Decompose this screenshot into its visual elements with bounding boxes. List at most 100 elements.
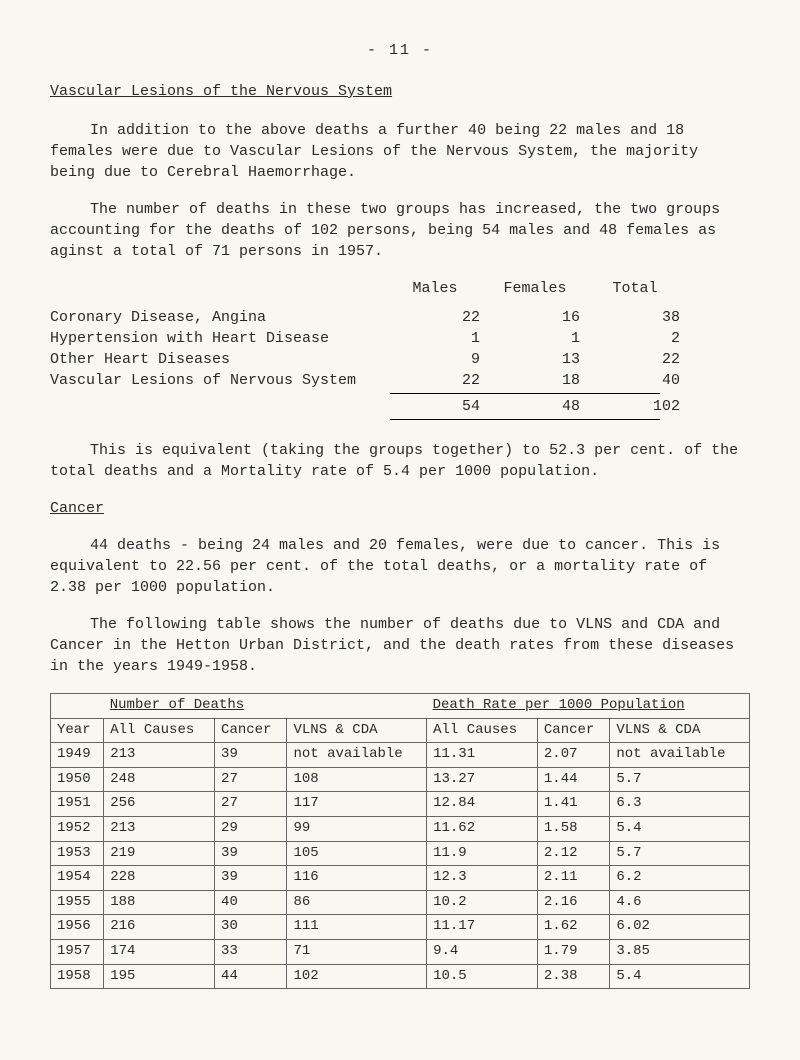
table-cell: 105: [287, 841, 427, 866]
table-cell: 1957: [51, 939, 104, 964]
table-cell: 213: [104, 743, 215, 768]
table-cell: 29: [215, 816, 287, 841]
cancer-heading: Cancer: [50, 498, 750, 519]
table-cell: 117: [287, 792, 427, 817]
col-year: Year: [51, 718, 104, 743]
table-cell: 2.16: [537, 890, 609, 915]
stats-value: 18: [490, 370, 590, 391]
table-cell: 174: [104, 939, 215, 964]
paragraph-4: 44 deaths - being 24 males and 20 female…: [50, 535, 750, 598]
table-cell: 1.79: [537, 939, 609, 964]
stats-row: Hypertension with Heart Disease 1 1 2: [50, 328, 750, 349]
stats-total: 54: [390, 396, 490, 417]
table-cell: 39: [215, 841, 287, 866]
stats-row: Vascular Lesions of Nervous System 22 18…: [50, 370, 750, 391]
table-row: 195717433719.41.793.85: [51, 939, 750, 964]
paragraph-3: This is equivalent (taking the groups to…: [50, 440, 750, 482]
paragraph-2: The number of deaths in these two groups…: [50, 199, 750, 262]
table-cell: 1.58: [537, 816, 609, 841]
table-cell: 2.07: [537, 743, 609, 768]
col-vlns-r: VLNS & CDA: [610, 718, 750, 743]
stats-total: 48: [490, 396, 590, 417]
table-cell: 5.4: [610, 964, 750, 989]
table-cell: 1958: [51, 964, 104, 989]
table-cell: 10.5: [427, 964, 538, 989]
table-cell: 12.3: [427, 866, 538, 891]
table-row: 19562163011111.171.626.02: [51, 915, 750, 940]
table-group-header: Number of Deaths Death Rate per 1000 Pop…: [51, 694, 750, 719]
table-cell: 1956: [51, 915, 104, 940]
table-cell: 27: [215, 792, 287, 817]
table-cell: 10.2: [427, 890, 538, 915]
stats-value: 38: [590, 307, 690, 328]
table-cell: 228: [104, 866, 215, 891]
table-cell: 216: [104, 915, 215, 940]
table-cell: 11.62: [427, 816, 538, 841]
stats-header-males: Males: [390, 278, 490, 299]
table-cell: 102: [287, 964, 427, 989]
table-row: 1952213299911.621.585.4: [51, 816, 750, 841]
table-row: 19502482710813.271.445.7: [51, 767, 750, 792]
section-title: Vascular Lesions of the Nervous System: [50, 81, 750, 102]
stats-total-row: 54 48 102: [50, 396, 750, 417]
table-cell: 213: [104, 816, 215, 841]
stats-value: 1: [390, 328, 490, 349]
paragraph-1: In addition to the above deaths a furthe…: [50, 120, 750, 183]
table-cell: 12.84: [427, 792, 538, 817]
table-cell: 5.7: [610, 841, 750, 866]
table-cell: 1953: [51, 841, 104, 866]
stats-header-total: Total: [590, 278, 690, 299]
table-cell: 219: [104, 841, 215, 866]
col-vlns-n: VLNS & CDA: [287, 718, 427, 743]
col-cancer-n: Cancer: [215, 718, 287, 743]
table-cell: 248: [104, 767, 215, 792]
table-cell: not available: [610, 743, 750, 768]
death-rate-table: Number of Deaths Death Rate per 1000 Pop…: [50, 693, 750, 989]
table-cell: 1.44: [537, 767, 609, 792]
table-cell: 27: [215, 767, 287, 792]
page-number: - 11 -: [50, 40, 750, 61]
table-cell: 11.9: [427, 841, 538, 866]
col-cancer-r: Cancer: [537, 718, 609, 743]
table-cell: 188: [104, 890, 215, 915]
table-cell: 1952: [51, 816, 104, 841]
stats-rule: [50, 417, 750, 422]
stats-value: 13: [490, 349, 590, 370]
table-cell: 1954: [51, 866, 104, 891]
stats-value: 22: [590, 349, 690, 370]
table-cell: 1949: [51, 743, 104, 768]
col-all-causes-n: All Causes: [104, 718, 215, 743]
table-cell: 44: [215, 964, 287, 989]
table-cell: 86: [287, 890, 427, 915]
group-header-right: Death Rate per 1000 Population: [427, 694, 750, 719]
table-row: 19542283911612.32.116.2: [51, 866, 750, 891]
table-cell: 195: [104, 964, 215, 989]
col-all-causes-r: All Causes: [427, 718, 538, 743]
stats-value: 9: [390, 349, 490, 370]
stats-value: 22: [390, 370, 490, 391]
table-cell: 99: [287, 816, 427, 841]
table-cell: 1.41: [537, 792, 609, 817]
table-cell: 11.31: [427, 743, 538, 768]
stats-value: 2: [590, 328, 690, 349]
table-row: 19532193910511.92.125.7: [51, 841, 750, 866]
table-cell: 30: [215, 915, 287, 940]
table-cell: 111: [287, 915, 427, 940]
stats-value: 16: [490, 307, 590, 328]
table-cell: 1951: [51, 792, 104, 817]
stats-header-row: Males Females Total: [50, 278, 750, 299]
table-cell: 1.62: [537, 915, 609, 940]
table-row: 19581954410210.52.385.4: [51, 964, 750, 989]
group-header-left: Number of Deaths: [104, 694, 427, 719]
table-cell: 5.7: [610, 767, 750, 792]
table-cell: 13.27: [427, 767, 538, 792]
table-cell: 40: [215, 890, 287, 915]
table-cell: 9.4: [427, 939, 538, 964]
table-cell: 6.3: [610, 792, 750, 817]
stats-label: Hypertension with Heart Disease: [50, 328, 390, 349]
stats-row: Coronary Disease, Angina 22 16 38: [50, 307, 750, 328]
table-row: 194921339not available11.312.07not avail…: [51, 743, 750, 768]
stats-value: 1: [490, 328, 590, 349]
paragraph-5: The following table shows the number of …: [50, 614, 750, 677]
table-row: 19512562711712.841.416.3: [51, 792, 750, 817]
